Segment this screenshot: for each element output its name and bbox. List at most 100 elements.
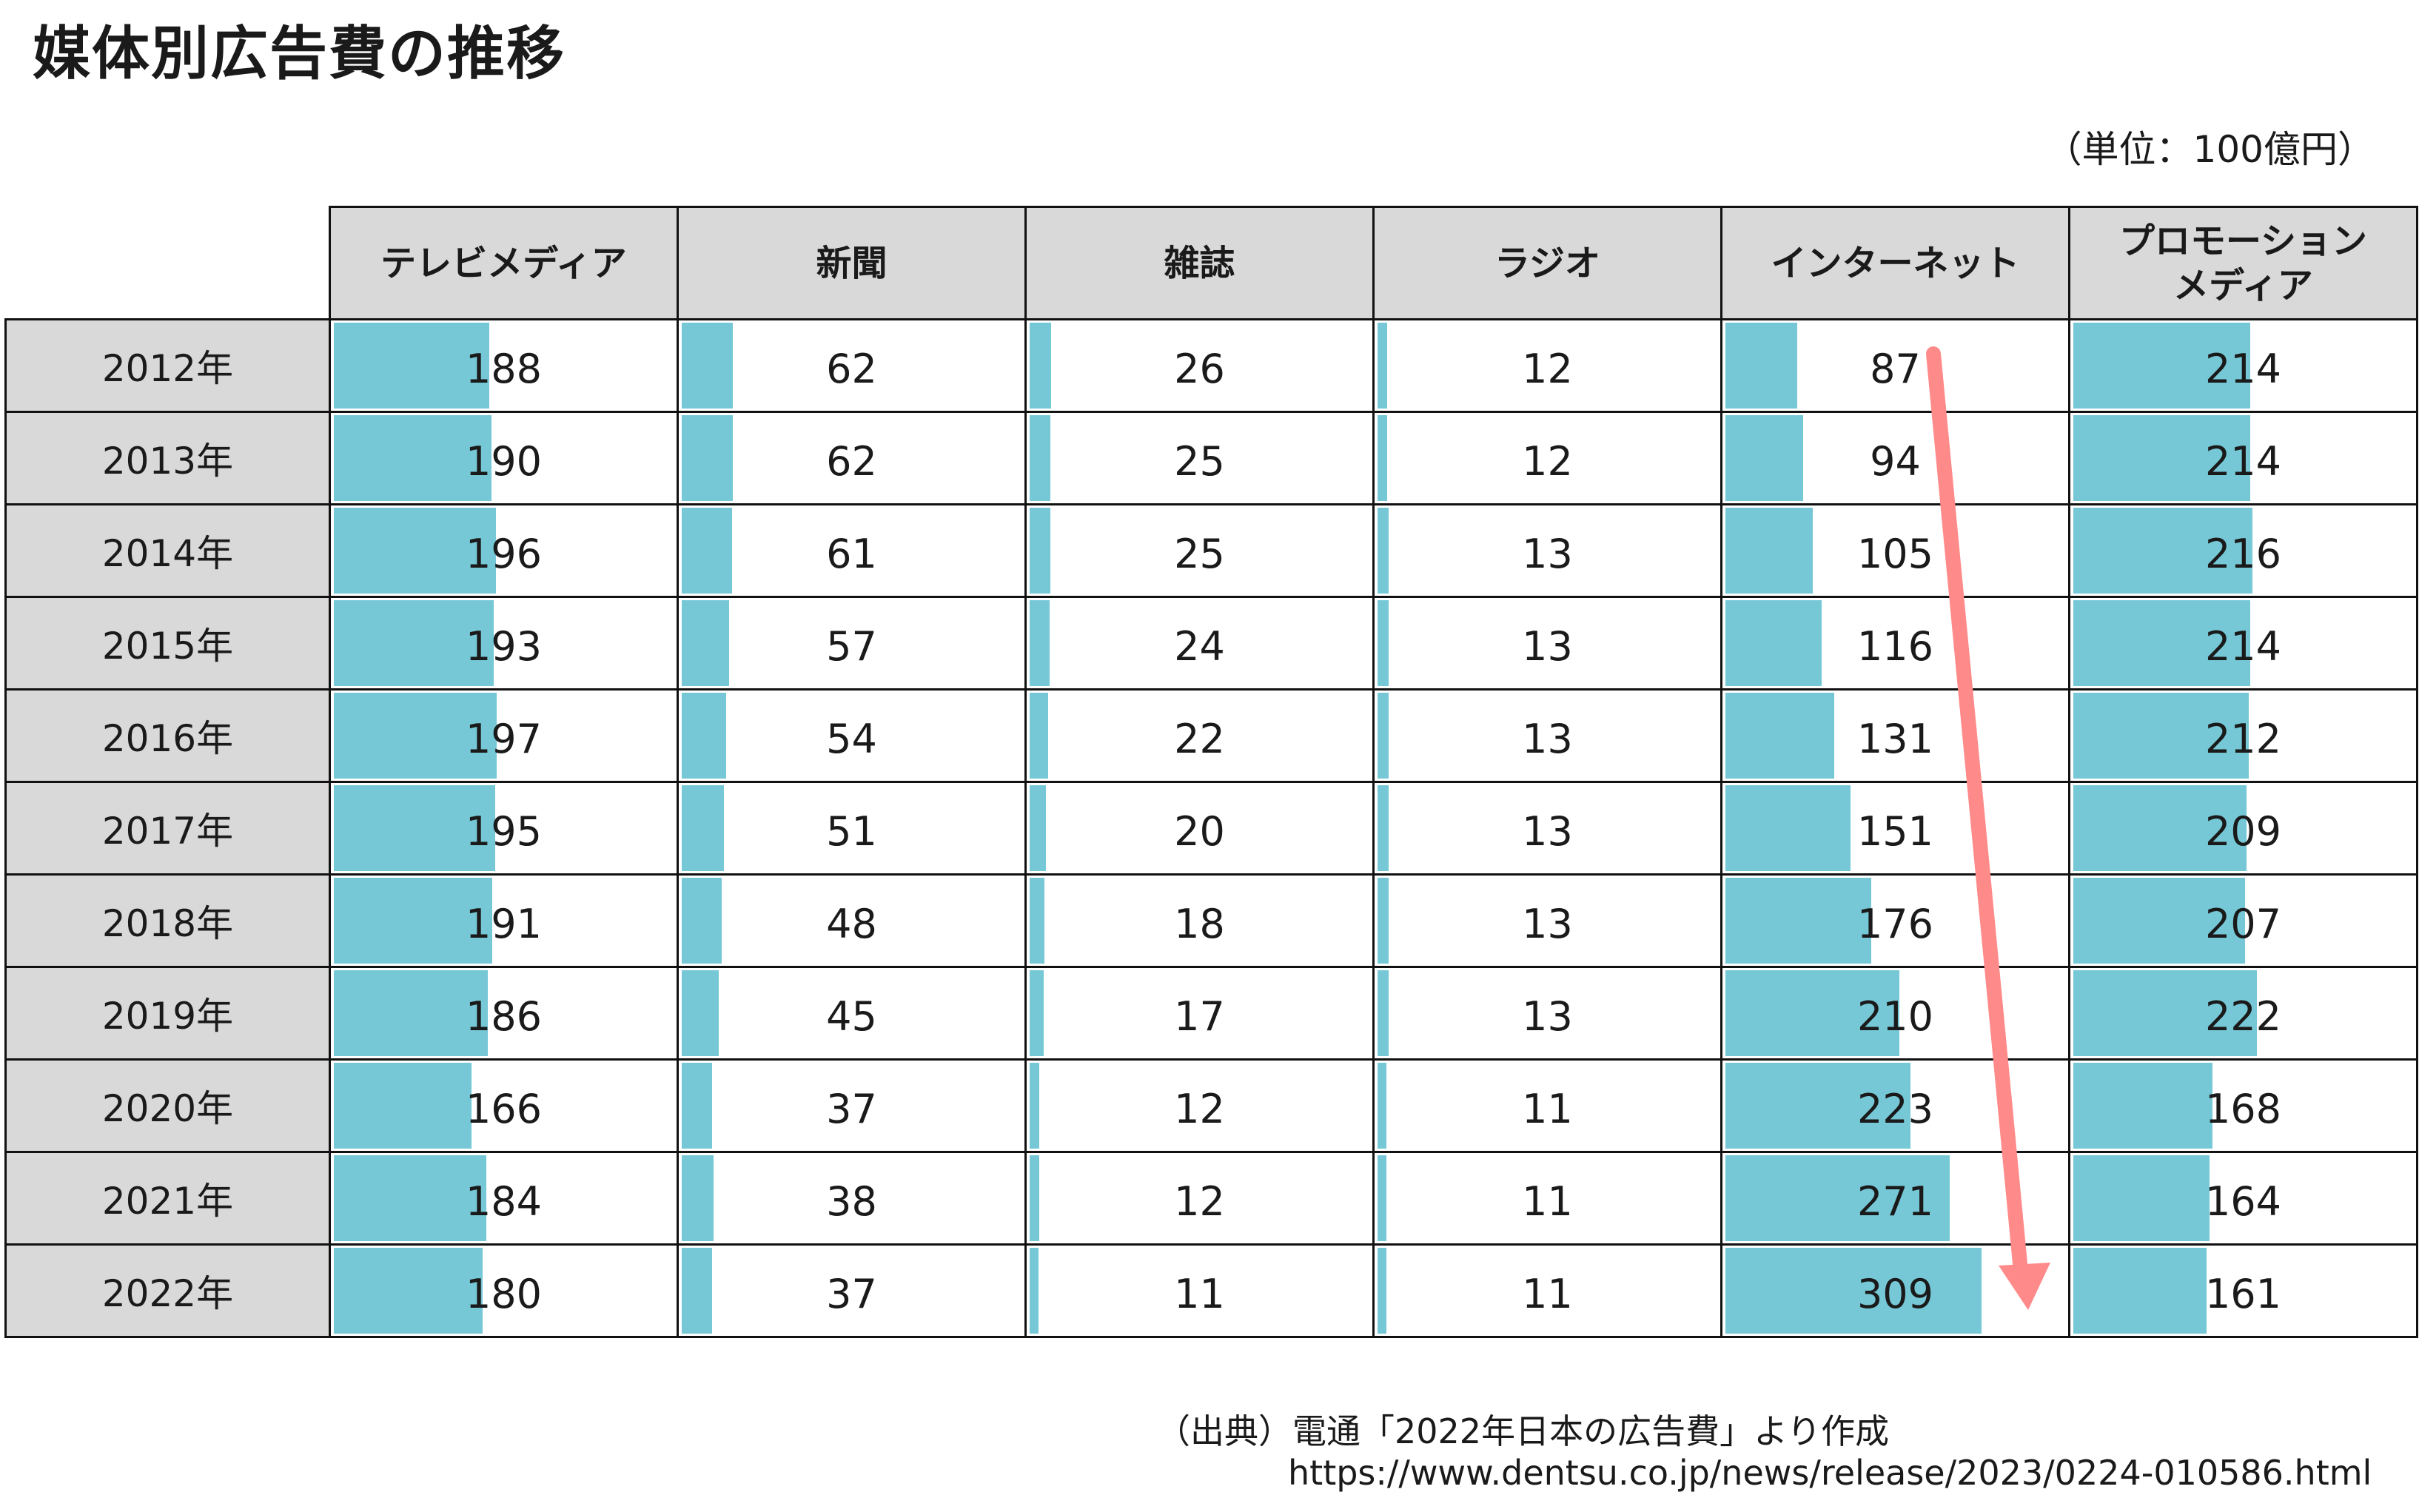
year-cell: 2016年 <box>4 688 331 783</box>
column-header: 新聞 <box>677 206 1027 320</box>
value-cell: 17 <box>1024 966 1375 1061</box>
value-cell: 151 <box>1720 781 2070 876</box>
value-label: 188 <box>465 345 543 392</box>
value-label: 214 <box>2204 345 2282 392</box>
value-label: 13 <box>1522 900 1573 947</box>
value-label: 12 <box>1174 1085 1225 1132</box>
value-label: 13 <box>1522 530 1573 577</box>
value-cell: 271 <box>1720 1151 2070 1246</box>
value-cell: 11 <box>1372 1151 1722 1246</box>
value-label: 25 <box>1174 437 1225 485</box>
value-label: 168 <box>2204 1085 2282 1132</box>
value-label: 18 <box>1174 900 1225 947</box>
source-line: （出典）電通「2022年日本の広告費」より作成 <box>1156 1411 1890 1451</box>
value-label: 22 <box>1174 715 1225 762</box>
value-bar <box>1725 508 1813 594</box>
value-label: 209 <box>2204 807 2282 855</box>
value-cell: 13 <box>1372 596 1722 691</box>
value-cell: 222 <box>2068 966 2418 1061</box>
value-cell: 13 <box>1372 688 1722 783</box>
value-bar <box>682 415 733 501</box>
year-cell: 2012年 <box>4 318 331 413</box>
value-cell: 24 <box>1024 596 1375 691</box>
value-label: 11 <box>1522 1270 1573 1317</box>
value-cell: 20 <box>1024 781 1375 876</box>
value-label: 13 <box>1522 622 1573 670</box>
value-bar <box>2073 508 2252 594</box>
ad-spend-table: テレビメディア 新聞 雑誌 ラジオ インターネット プロモーションメディア 20… <box>4 206 2418 1338</box>
year-cell: 2015年 <box>4 596 331 691</box>
value-label: 13 <box>1522 992 1573 1040</box>
value-cell: 193 <box>329 596 679 691</box>
value-label: 17 <box>1174 992 1225 1040</box>
value-cell: 11 <box>1372 1243 1722 1338</box>
value-cell: 62 <box>677 318 1027 413</box>
year-cell: 2014年 <box>4 503 331 598</box>
value-bar <box>1030 1155 1039 1241</box>
table-row: 2014年 196 61 25 13 105 216 <box>4 503 2418 598</box>
value-bar <box>334 693 497 779</box>
value-label: 271 <box>1856 1177 1934 1225</box>
table-row: 2018年 191 48 18 13 176 207 <box>4 873 2418 968</box>
value-label: 12 <box>1522 345 1573 392</box>
value-bar <box>1725 785 1851 871</box>
value-bar <box>1030 508 1050 594</box>
value-bar <box>2073 970 2257 1056</box>
year-cell: 2022年 <box>4 1243 331 1338</box>
value-bar <box>682 1248 712 1334</box>
source-url: https://www.dentsu.co.jp/news/release/20… <box>1288 1453 2372 1493</box>
value-cell: 12 <box>1024 1151 1375 1246</box>
value-cell: 48 <box>677 873 1027 968</box>
value-cell: 12 <box>1372 318 1722 413</box>
value-label: 12 <box>1522 437 1573 485</box>
value-cell: 37 <box>677 1243 1027 1338</box>
value-label: 207 <box>2204 900 2282 947</box>
value-label: 166 <box>465 1085 543 1132</box>
value-cell: 195 <box>329 781 679 876</box>
value-bar <box>2073 693 2249 779</box>
value-cell: 209 <box>2068 781 2418 876</box>
corner-cell <box>5 206 330 320</box>
value-cell: 164 <box>2068 1151 2418 1246</box>
value-label: 51 <box>826 807 877 855</box>
value-cell: 62 <box>677 411 1027 505</box>
value-cell: 94 <box>1720 411 2070 505</box>
value-cell: 191 <box>329 873 679 968</box>
year-cell: 2013年 <box>4 411 331 505</box>
value-label: 151 <box>1856 807 1934 855</box>
value-cell: 12 <box>1372 411 1722 505</box>
value-bar <box>1378 878 1389 964</box>
table-body: 2012年 188 62 26 12 87 214 2013年 190 62 25 12 94 214 20… <box>4 318 2418 1338</box>
value-bar <box>1030 970 1044 1056</box>
value-label: 48 <box>826 900 877 947</box>
value-cell: 37 <box>677 1058 1027 1153</box>
value-label: 62 <box>826 345 877 392</box>
value-bar <box>682 508 732 594</box>
value-label: 196 <box>465 530 543 577</box>
value-cell: 11 <box>1024 1243 1375 1338</box>
value-label: 57 <box>826 622 877 670</box>
value-bar <box>1030 1248 1039 1334</box>
value-bar <box>1378 693 1389 779</box>
value-bar <box>2073 1063 2212 1149</box>
header-row: テレビメディア 新聞 雑誌 ラジオ インターネット プロモーションメディア <box>5 206 2418 320</box>
value-label: 214 <box>2204 437 2282 485</box>
value-label: 12 <box>1174 1177 1225 1225</box>
value-label: 37 <box>826 1270 877 1317</box>
value-bar <box>1378 415 1387 501</box>
year-cell: 2021年 <box>4 1151 331 1246</box>
value-bar <box>682 600 729 686</box>
value-bar <box>2073 785 2247 871</box>
value-bar <box>1030 323 1051 409</box>
year-cell: 2017年 <box>4 781 331 876</box>
value-label: 180 <box>465 1270 543 1317</box>
table-row: 2013年 190 62 25 12 94 214 <box>4 411 2418 505</box>
value-cell: 13 <box>1372 873 1722 968</box>
value-bar <box>1725 600 1822 686</box>
column-header: プロモーションメディア <box>2068 206 2418 320</box>
value-label: 45 <box>826 992 877 1040</box>
value-label: 164 <box>2204 1177 2282 1225</box>
value-cell: 176 <box>1720 873 2070 968</box>
value-bar <box>1378 508 1389 594</box>
column-header: ラジオ <box>1372 206 1722 320</box>
